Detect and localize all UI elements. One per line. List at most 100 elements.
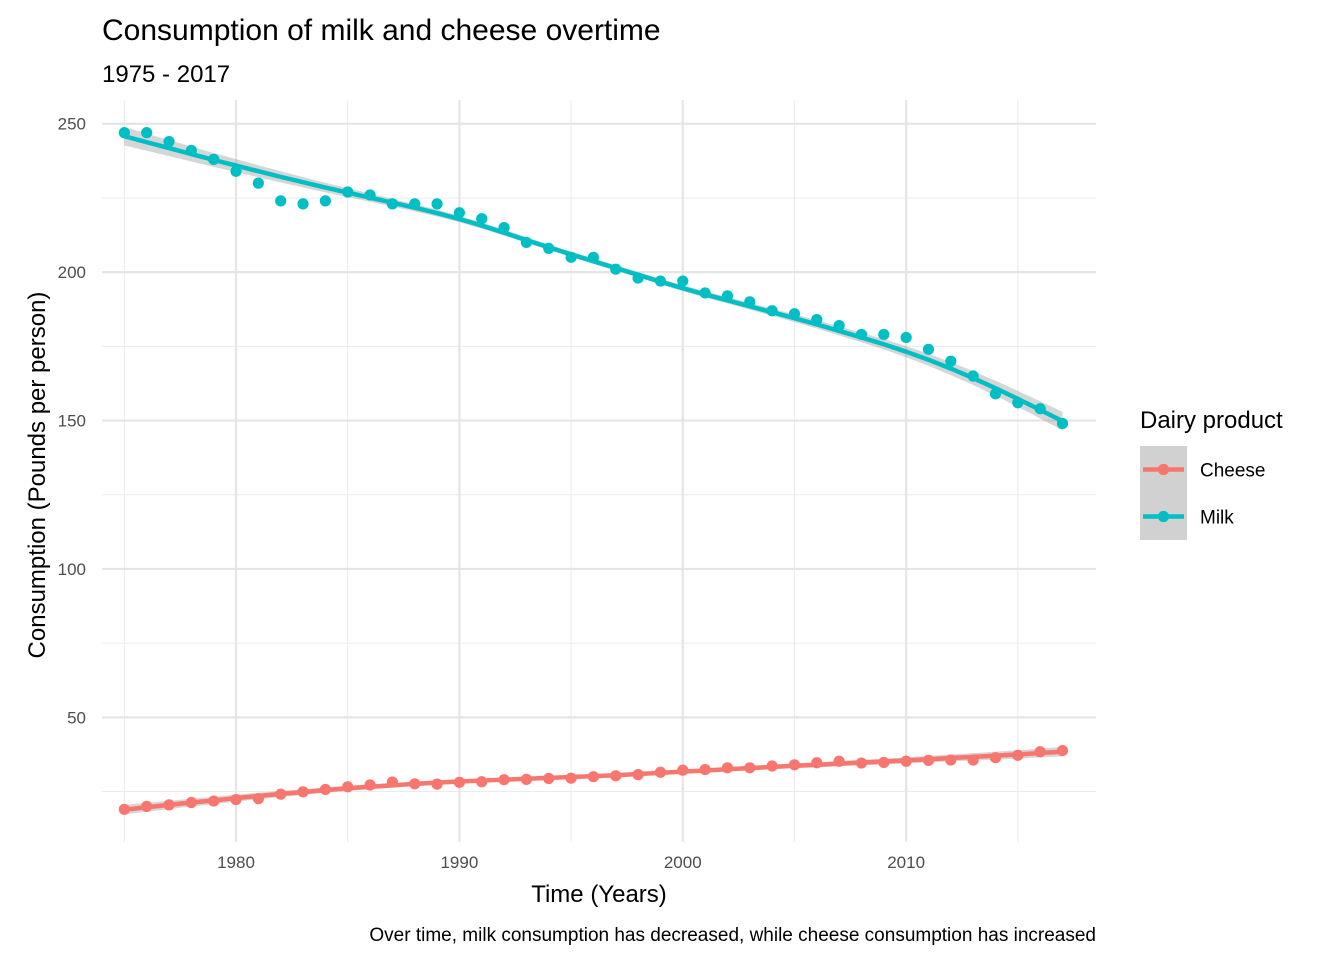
milk-data-point <box>721 290 734 302</box>
cheese-data-point <box>699 763 711 776</box>
milk-data-point <box>922 343 935 355</box>
milk-data-point <box>431 198 443 210</box>
cheese-data-point <box>364 779 376 791</box>
cheese-data-point <box>185 796 197 809</box>
cheese-data-point <box>677 764 689 776</box>
cheese-data-point <box>386 776 398 788</box>
chart-caption: Over time, milk consumption has decrease… <box>369 925 1096 946</box>
milk-data-point <box>453 207 465 219</box>
major-grid <box>102 100 1096 842</box>
cheese-data-point <box>297 786 309 798</box>
milk-legend-label: Milk <box>1200 508 1234 529</box>
milk-data-point <box>967 370 979 382</box>
cheese-data-point <box>654 766 667 778</box>
cheese-data-point <box>744 762 756 774</box>
y-tick-label: 150 <box>58 412 86 431</box>
y-tick-label: 200 <box>58 263 86 282</box>
y-axis-ticks: 50 100 150 200 250 <box>58 115 86 728</box>
data-points <box>118 127 1069 815</box>
milk-data-point <box>297 198 309 210</box>
cheese-data-point <box>587 771 600 783</box>
cheese-data-point <box>208 795 220 807</box>
milk-data-point <box>766 305 778 317</box>
cheese-data-point <box>275 788 287 800</box>
milk-data-point <box>565 251 577 263</box>
confidence-bands <box>124 127 1063 815</box>
milk-data-point <box>677 275 689 287</box>
cheese-data-point <box>431 778 443 790</box>
cheese-data-point <box>766 760 778 772</box>
y-tick-label: 100 <box>58 560 86 579</box>
milk-data-point <box>1034 403 1046 415</box>
cheese-data-point <box>811 757 823 769</box>
milk-data-point <box>654 275 667 287</box>
cheese-data-point <box>900 755 912 767</box>
cheese-data-point <box>230 793 242 806</box>
y-tick-label: 50 <box>67 708 86 727</box>
cheese-data-point <box>788 759 801 771</box>
cheese-legend-point <box>1157 463 1170 476</box>
milk-data-point <box>699 287 711 299</box>
milk-data-point <box>364 189 376 201</box>
milk-data-point <box>811 314 823 326</box>
legend-title: Dairy product <box>1140 407 1283 434</box>
cheese-data-point <box>476 776 488 788</box>
cheese-data-point <box>610 770 622 782</box>
milk-data-point <box>163 135 175 148</box>
milk-data-point <box>744 296 756 308</box>
cheese-data-point <box>632 769 644 781</box>
cheese-data-point <box>409 778 421 790</box>
legend-keys: Cheese Milk <box>1140 446 1266 540</box>
x-tick-label: 2000 <box>664 853 702 872</box>
milk-data-point <box>118 127 130 139</box>
x-tick-label: 1990 <box>440 853 478 872</box>
milk-data-point <box>230 165 242 177</box>
cheese-data-point <box>1012 749 1024 761</box>
cheese-data-point <box>945 754 957 766</box>
milk-data-point <box>945 355 957 367</box>
milk-data-point <box>1012 397 1024 409</box>
milk-data-point <box>587 251 600 263</box>
cheese-data-point <box>163 799 175 811</box>
milk-data-point <box>632 272 644 284</box>
milk-data-point <box>788 308 801 320</box>
x-tick-label: 2010 <box>887 853 925 872</box>
chart-subtitle: 1975 - 2017 <box>102 61 230 88</box>
minor-grid <box>102 100 1096 842</box>
milk-data-point <box>833 319 845 332</box>
cheese-legend-label: Cheese <box>1200 461 1266 482</box>
milk-data-point <box>520 236 533 249</box>
cheese-data-point <box>967 754 979 766</box>
x-axis-ticks: 1980 1990 2000 2010 <box>217 853 925 872</box>
milk-data-point <box>989 388 1002 400</box>
milk-data-point <box>275 195 287 207</box>
chart-title: Consumption of milk and cheese overtime <box>102 14 661 47</box>
y-tick-label: 250 <box>58 115 86 134</box>
cheese-data-point <box>721 762 734 774</box>
cheese-data-point <box>855 757 868 769</box>
legend: Dairy product Cheese Milk <box>1140 407 1283 540</box>
cheese-data-point <box>922 754 935 766</box>
cheese-data-point <box>141 800 153 812</box>
milk-data-point <box>386 198 398 210</box>
milk-data-point <box>610 263 622 275</box>
milk-data-point <box>252 177 264 189</box>
cheese-data-point <box>319 783 331 796</box>
x-tick-label: 1980 <box>217 853 255 872</box>
milk-data-point <box>543 242 555 254</box>
milk-data-point <box>878 328 890 341</box>
cheese-data-point <box>520 773 533 785</box>
milk-data-point <box>342 186 354 198</box>
milk-data-point <box>498 222 510 234</box>
milk-legend-point <box>1157 510 1170 523</box>
milk-data-point <box>855 328 868 341</box>
cheese-data-point <box>543 772 555 785</box>
cheese-data-point <box>565 772 577 784</box>
cheese-data-point <box>118 803 130 815</box>
cheese-data-point <box>878 756 890 769</box>
cheese-data-point <box>1034 746 1046 758</box>
cheese-data-point <box>989 752 1002 764</box>
milk-data-point <box>900 331 912 344</box>
cheese-data-point <box>453 776 465 788</box>
